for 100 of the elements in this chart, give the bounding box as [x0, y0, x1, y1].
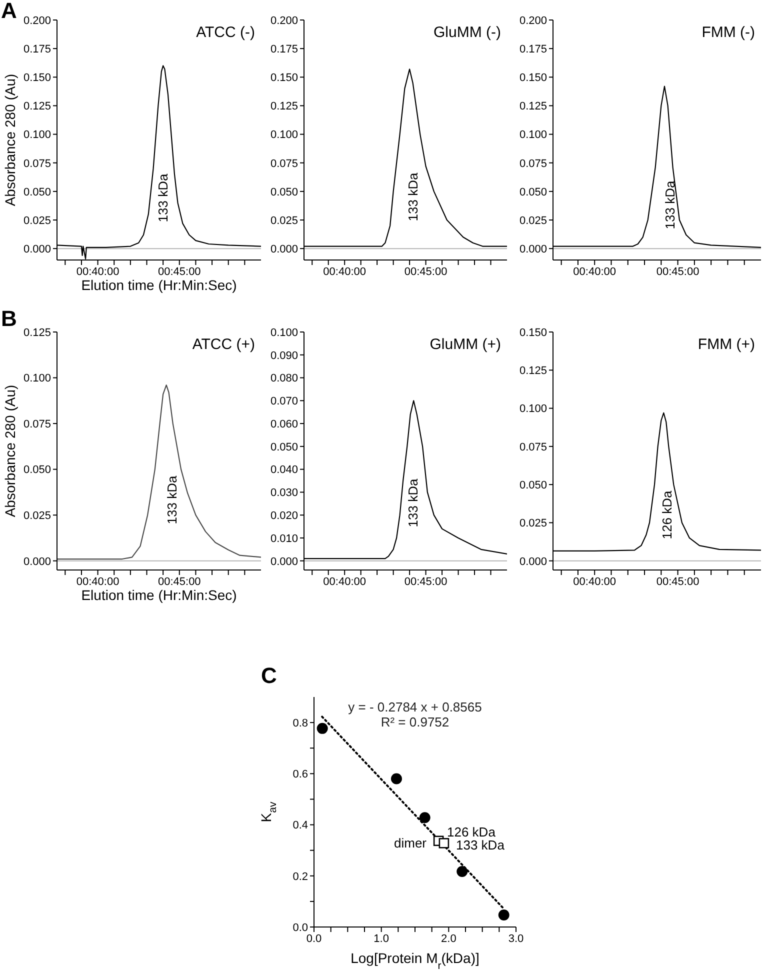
- y-tick-label: 0.010: [270, 532, 298, 545]
- x-tick-label: 00:45:00: [656, 576, 700, 588]
- x-tick-label: 00:40:00: [573, 576, 616, 588]
- y-tick-label: 0.100: [519, 403, 547, 416]
- y-tick-label: 0.0: [292, 922, 308, 934]
- y-tick-label: 0.025: [519, 518, 547, 530]
- point: [419, 812, 430, 824]
- y-tick-label: 0.100: [270, 129, 298, 142]
- y-tick-label: 0.020: [270, 510, 298, 522]
- y-tick-label: 0.000: [519, 556, 547, 568]
- chart-title: FMM (-): [702, 24, 755, 41]
- x-tick-label: 00:40:00: [76, 576, 120, 588]
- y-tick-label: 0.000: [270, 243, 298, 256]
- y-tick-label: 0.080: [270, 372, 298, 385]
- chart-title: FMM (+): [698, 336, 755, 353]
- x-tick-label: 00:45:00: [656, 266, 700, 278]
- y-tick-label: 0.8: [292, 717, 308, 730]
- x-tick-label: 00:40:00: [573, 266, 616, 278]
- x-tick-label: 00:40:00: [76, 266, 120, 278]
- x-tick-label: 00:40:00: [323, 266, 366, 278]
- x-tick-label: 1.0: [374, 932, 389, 945]
- y-tick-label: 0.175: [23, 43, 51, 56]
- y-tick-label: 0.050: [270, 441, 298, 454]
- y-tick-label: 0.070: [270, 396, 298, 408]
- y-tick-label: 0.2: [292, 870, 308, 883]
- y-tick-label: 0.050: [270, 186, 298, 198]
- x-tick-label: 00:45:00: [404, 266, 448, 278]
- y-tick-label: 0.150: [270, 72, 298, 84]
- y-tick-label: 0.050: [23, 186, 51, 198]
- text: A: [1, 0, 17, 23]
- x-axis-title: Elution time (Hr:Min:Sec): [81, 277, 237, 293]
- x-axis-title: Elution time (Hr:Min:Sec): [81, 587, 237, 603]
- x-tick-label: 00:40:00: [323, 576, 366, 588]
- annotation: y = - 0.2784 x + 0.8565: [348, 700, 482, 714]
- x-axis-title: Log[Protein M$_{r}$(kDa)]: [350, 950, 480, 972]
- y-axis-title: Absorbance 280 (Au): [2, 384, 18, 518]
- y-tick-label: 0.175: [519, 43, 547, 56]
- y-tick-label: 0.090: [270, 350, 298, 362]
- annotation: 126 kDa: [660, 490, 674, 540]
- point: [316, 722, 328, 734]
- point: [390, 773, 402, 784]
- annotation: 133 kDa: [456, 838, 504, 852]
- y-tick-label: 0.200: [270, 14, 298, 27]
- annotation: 133 kDa: [156, 174, 170, 222]
- y-tick-label: 0.000: [23, 556, 51, 568]
- y-tick-label: 0.150: [519, 326, 547, 339]
- y-tick-label: 0.4: [292, 820, 308, 832]
- y-tick-label: 0.060: [270, 418, 298, 430]
- y-tick-label: 0.000: [519, 243, 547, 256]
- y-tick-label: 0.150: [519, 72, 547, 84]
- text: C: [261, 663, 277, 688]
- line-series: [57, 384, 261, 560]
- x-tick-label: 2.0: [441, 932, 456, 945]
- y-tick-label: 0.000: [23, 243, 51, 256]
- chart-title: ATCC (+): [192, 336, 255, 353]
- y-tick-label: 0.200: [23, 14, 51, 27]
- y-tick-label: 0.075: [519, 441, 547, 454]
- y-tick-label: 0.100: [270, 326, 298, 339]
- annotation: dimer: [394, 836, 427, 850]
- y-tick-label: 0.125: [519, 365, 547, 378]
- y-tick-label: 0.025: [519, 214, 547, 227]
- x-tick-label: 00:45:00: [404, 576, 448, 588]
- y-tick-label: 0.100: [23, 129, 51, 142]
- x-tick-label: 3.0: [508, 932, 524, 945]
- y-tick-label: 0.125: [270, 100, 298, 113]
- y-tick-label: 0.050: [519, 186, 547, 198]
- y-tick-label: 0.025: [270, 214, 298, 227]
- point: [456, 866, 468, 878]
- y-tick-label: 0.050: [519, 479, 547, 492]
- y-tick-label: 0.075: [23, 158, 51, 170]
- x-tick-label: 0.0: [306, 932, 322, 945]
- y-tick-label: 0.075: [23, 418, 51, 430]
- chart-title: ATCC (-): [196, 24, 255, 41]
- text: B: [1, 306, 17, 331]
- y-tick-label: 0.200: [519, 14, 547, 27]
- point: [438, 838, 450, 848]
- y-tick-label: 0.040: [270, 464, 298, 476]
- x-tick-label: 00:45:00: [158, 576, 201, 588]
- annotation: 133 kDa: [406, 172, 420, 222]
- y-tick-label: 0.100: [519, 129, 547, 142]
- y-tick-label: 0.150: [23, 72, 51, 84]
- y-tick-label: 0.025: [23, 510, 51, 522]
- y-tick-label: 0.075: [519, 158, 547, 170]
- point: [498, 909, 510, 920]
- y-tick-label: 0.075: [270, 158, 298, 170]
- annotation: 133 kDa: [406, 478, 420, 528]
- y-tick-label: 0.030: [270, 487, 298, 500]
- chart-title: GluMM (-): [434, 24, 501, 41]
- x-tick-label: 00:45:00: [158, 266, 201, 278]
- chart-title: GluMM (+): [430, 336, 501, 353]
- y-tick-label: 0.000: [270, 556, 298, 568]
- y-tick-label: 0.025: [23, 214, 51, 227]
- annotation: 133 kDa: [662, 180, 678, 230]
- y-tick-label: 0.125: [23, 100, 51, 113]
- y-tick-label: 0.175: [270, 43, 298, 56]
- annotation: 126 kDa: [447, 824, 496, 840]
- annotation: R² = 0.9752: [380, 714, 450, 730]
- y-tick-label: 0.125: [519, 100, 547, 113]
- y-tick-label: 0.125: [23, 326, 51, 339]
- y-tick-label: 0.100: [23, 372, 51, 385]
